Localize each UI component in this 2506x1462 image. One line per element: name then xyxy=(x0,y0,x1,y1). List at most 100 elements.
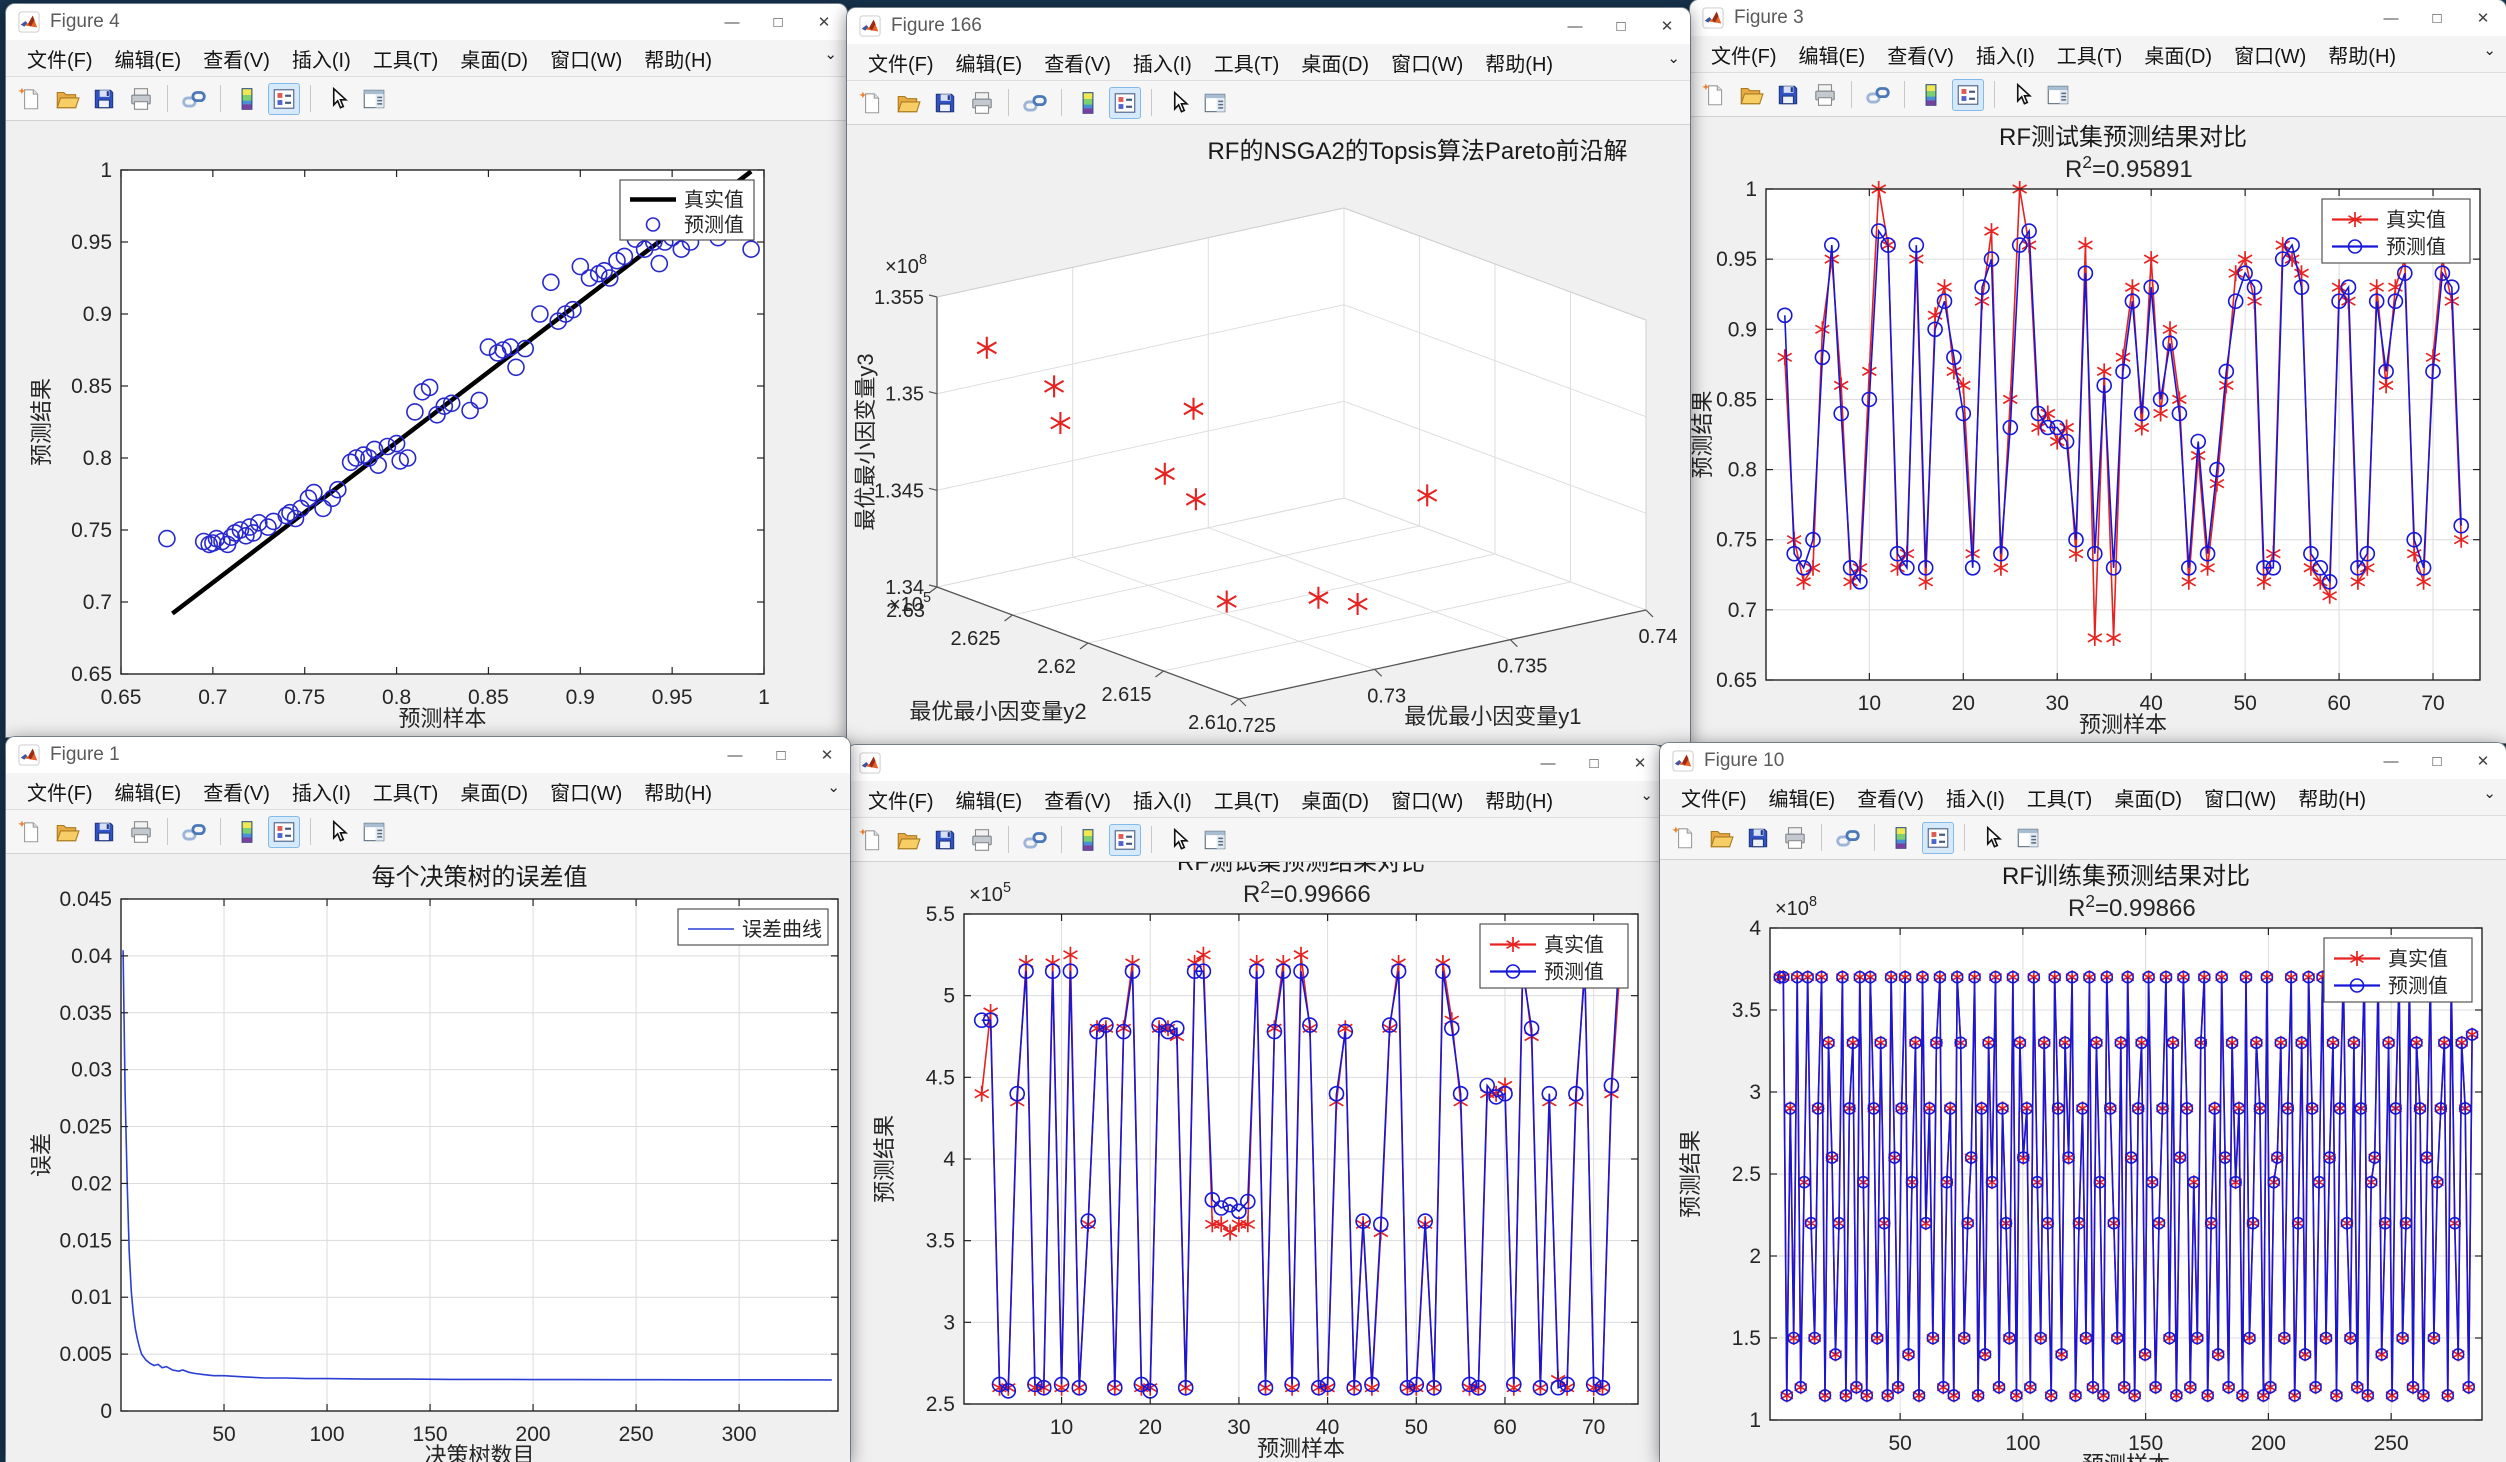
close-button[interactable]: ✕ xyxy=(1660,18,1674,35)
close-button[interactable]: ✕ xyxy=(2476,753,2490,770)
maximize-button[interactable]: □ xyxy=(2432,752,2442,770)
new-figure-icon[interactable] xyxy=(14,83,46,115)
menu-item-6[interactable]: 窗口(W) xyxy=(1391,790,1464,813)
window-titlebar[interactable]: Figure 1 — □ ✕ xyxy=(6,737,850,773)
open-icon[interactable] xyxy=(1735,79,1767,111)
menu-item-1[interactable]: 编辑(E) xyxy=(1768,788,1836,811)
property-inspector-icon[interactable] xyxy=(1199,87,1231,119)
menu-item-6[interactable]: 窗口(W) xyxy=(550,49,623,72)
menu-item-4[interactable]: 工具(T) xyxy=(372,49,439,72)
menu-item-7[interactable]: 帮助(H) xyxy=(2298,788,2367,811)
minimize-button[interactable]: — xyxy=(2383,752,2399,770)
colormap-icon[interactable] xyxy=(1072,824,1104,856)
minimize-button[interactable]: — xyxy=(727,746,743,764)
menu-item-5[interactable]: 桌面(D) xyxy=(2114,788,2183,811)
print-icon[interactable] xyxy=(966,87,998,119)
minimize-button[interactable]: — xyxy=(724,13,740,31)
close-button[interactable]: ✕ xyxy=(1633,755,1647,772)
menu-item-0[interactable]: 文件(F) xyxy=(27,49,93,72)
menu-item-2[interactable]: 查看(V) xyxy=(1044,790,1111,813)
menu-item-6[interactable]: 窗口(W) xyxy=(2204,788,2277,811)
save-icon[interactable] xyxy=(1772,79,1804,111)
property-inspector-icon[interactable] xyxy=(358,816,390,848)
menu-item-7[interactable]: 帮助(H) xyxy=(644,782,713,805)
maximize-button[interactable]: □ xyxy=(776,746,786,764)
new-figure-icon[interactable] xyxy=(1668,822,1700,854)
colormap-icon[interactable] xyxy=(1072,87,1104,119)
pointer-icon[interactable] xyxy=(321,83,353,115)
open-icon[interactable] xyxy=(51,83,83,115)
menu-item-7[interactable]: 帮助(H) xyxy=(2328,45,2397,68)
save-icon[interactable] xyxy=(929,824,961,856)
menu-item-7[interactable]: 帮助(H) xyxy=(644,49,713,72)
menu-item-5[interactable]: 桌面(D) xyxy=(460,782,529,805)
window-titlebar[interactable]: Figure 166 — □ ✕ xyxy=(847,8,1690,44)
menu-item-2[interactable]: 查看(V) xyxy=(1887,45,1954,68)
menu-overflow-icon[interactable]: ⌄ xyxy=(1640,787,1653,804)
window-titlebar[interactable]: Figure 4 — □ ✕ xyxy=(6,4,847,40)
menu-item-4[interactable]: 工具(T) xyxy=(1213,53,1280,76)
menu-item-2[interactable]: 查看(V) xyxy=(1857,788,1924,811)
menu-item-5[interactable]: 桌面(D) xyxy=(460,49,529,72)
menu-item-5[interactable]: 桌面(D) xyxy=(1301,53,1370,76)
menu-item-0[interactable]: 文件(F) xyxy=(868,53,934,76)
menu-overflow-icon[interactable]: ⌄ xyxy=(827,779,840,796)
menu-item-3[interactable]: 插入(I) xyxy=(1132,53,1192,76)
save-icon[interactable] xyxy=(88,816,120,848)
menu-item-3[interactable]: 插入(I) xyxy=(291,49,351,72)
link-icon[interactable] xyxy=(1019,824,1051,856)
pointer-icon[interactable] xyxy=(321,816,353,848)
maximize-button[interactable]: □ xyxy=(1616,17,1626,35)
open-icon[interactable] xyxy=(1705,822,1737,854)
maximize-button[interactable]: □ xyxy=(2432,9,2442,27)
menu-item-4[interactable]: 工具(T) xyxy=(1213,790,1280,813)
minimize-button[interactable]: — xyxy=(2383,9,2399,27)
menu-item-4[interactable]: 工具(T) xyxy=(2056,45,2123,68)
pointer-icon[interactable] xyxy=(1162,87,1194,119)
print-icon[interactable] xyxy=(125,83,157,115)
menu-item-6[interactable]: 窗口(W) xyxy=(550,782,623,805)
close-button[interactable]: ✕ xyxy=(2476,10,2490,27)
save-icon[interactable] xyxy=(1742,822,1774,854)
menu-item-1[interactable]: 编辑(E) xyxy=(1798,45,1866,68)
menu-item-0[interactable]: 文件(F) xyxy=(27,782,93,805)
pointer-icon[interactable] xyxy=(2005,79,2037,111)
menu-item-0[interactable]: 文件(F) xyxy=(1681,788,1747,811)
open-icon[interactable] xyxy=(51,816,83,848)
close-button[interactable]: ✕ xyxy=(820,747,834,764)
menu-item-0[interactable]: 文件(F) xyxy=(868,790,934,813)
insert-legend-icon[interactable] xyxy=(1952,78,1984,111)
insert-legend-icon[interactable] xyxy=(1109,823,1141,856)
minimize-button[interactable]: — xyxy=(1540,754,1556,772)
insert-legend-icon[interactable] xyxy=(268,815,300,848)
close-button[interactable]: ✕ xyxy=(817,14,831,31)
colormap-icon[interactable] xyxy=(231,816,263,848)
menu-overflow-icon[interactable]: ⌄ xyxy=(2483,785,2496,802)
print-icon[interactable] xyxy=(125,816,157,848)
new-figure-icon[interactable] xyxy=(855,87,887,119)
save-icon[interactable] xyxy=(88,83,120,115)
menu-overflow-icon[interactable]: ⌄ xyxy=(2483,42,2496,59)
menu-item-7[interactable]: 帮助(H) xyxy=(1485,53,1554,76)
menu-item-5[interactable]: 桌面(D) xyxy=(2144,45,2213,68)
menu-item-6[interactable]: 窗口(W) xyxy=(2234,45,2307,68)
insert-legend-icon[interactable] xyxy=(268,82,300,115)
new-figure-icon[interactable] xyxy=(855,824,887,856)
property-inspector-icon[interactable] xyxy=(2042,79,2074,111)
link-icon[interactable] xyxy=(1862,79,1894,111)
window-titlebar[interactable]: Figure 3 — □ ✕ xyxy=(1690,0,2506,36)
menu-item-2[interactable]: 查看(V) xyxy=(1044,53,1111,76)
new-figure-icon[interactable] xyxy=(14,816,46,848)
window-titlebar[interactable]: — □ ✕ xyxy=(847,745,1663,781)
menu-item-1[interactable]: 编辑(E) xyxy=(114,782,182,805)
colormap-icon[interactable] xyxy=(1885,822,1917,854)
print-icon[interactable] xyxy=(966,824,998,856)
menu-item-1[interactable]: 编辑(E) xyxy=(955,53,1023,76)
menu-item-5[interactable]: 桌面(D) xyxy=(1301,790,1370,813)
link-icon[interactable] xyxy=(178,83,210,115)
print-icon[interactable] xyxy=(1779,822,1811,854)
menu-item-2[interactable]: 查看(V) xyxy=(203,782,270,805)
menu-overflow-icon[interactable]: ⌄ xyxy=(824,46,837,63)
